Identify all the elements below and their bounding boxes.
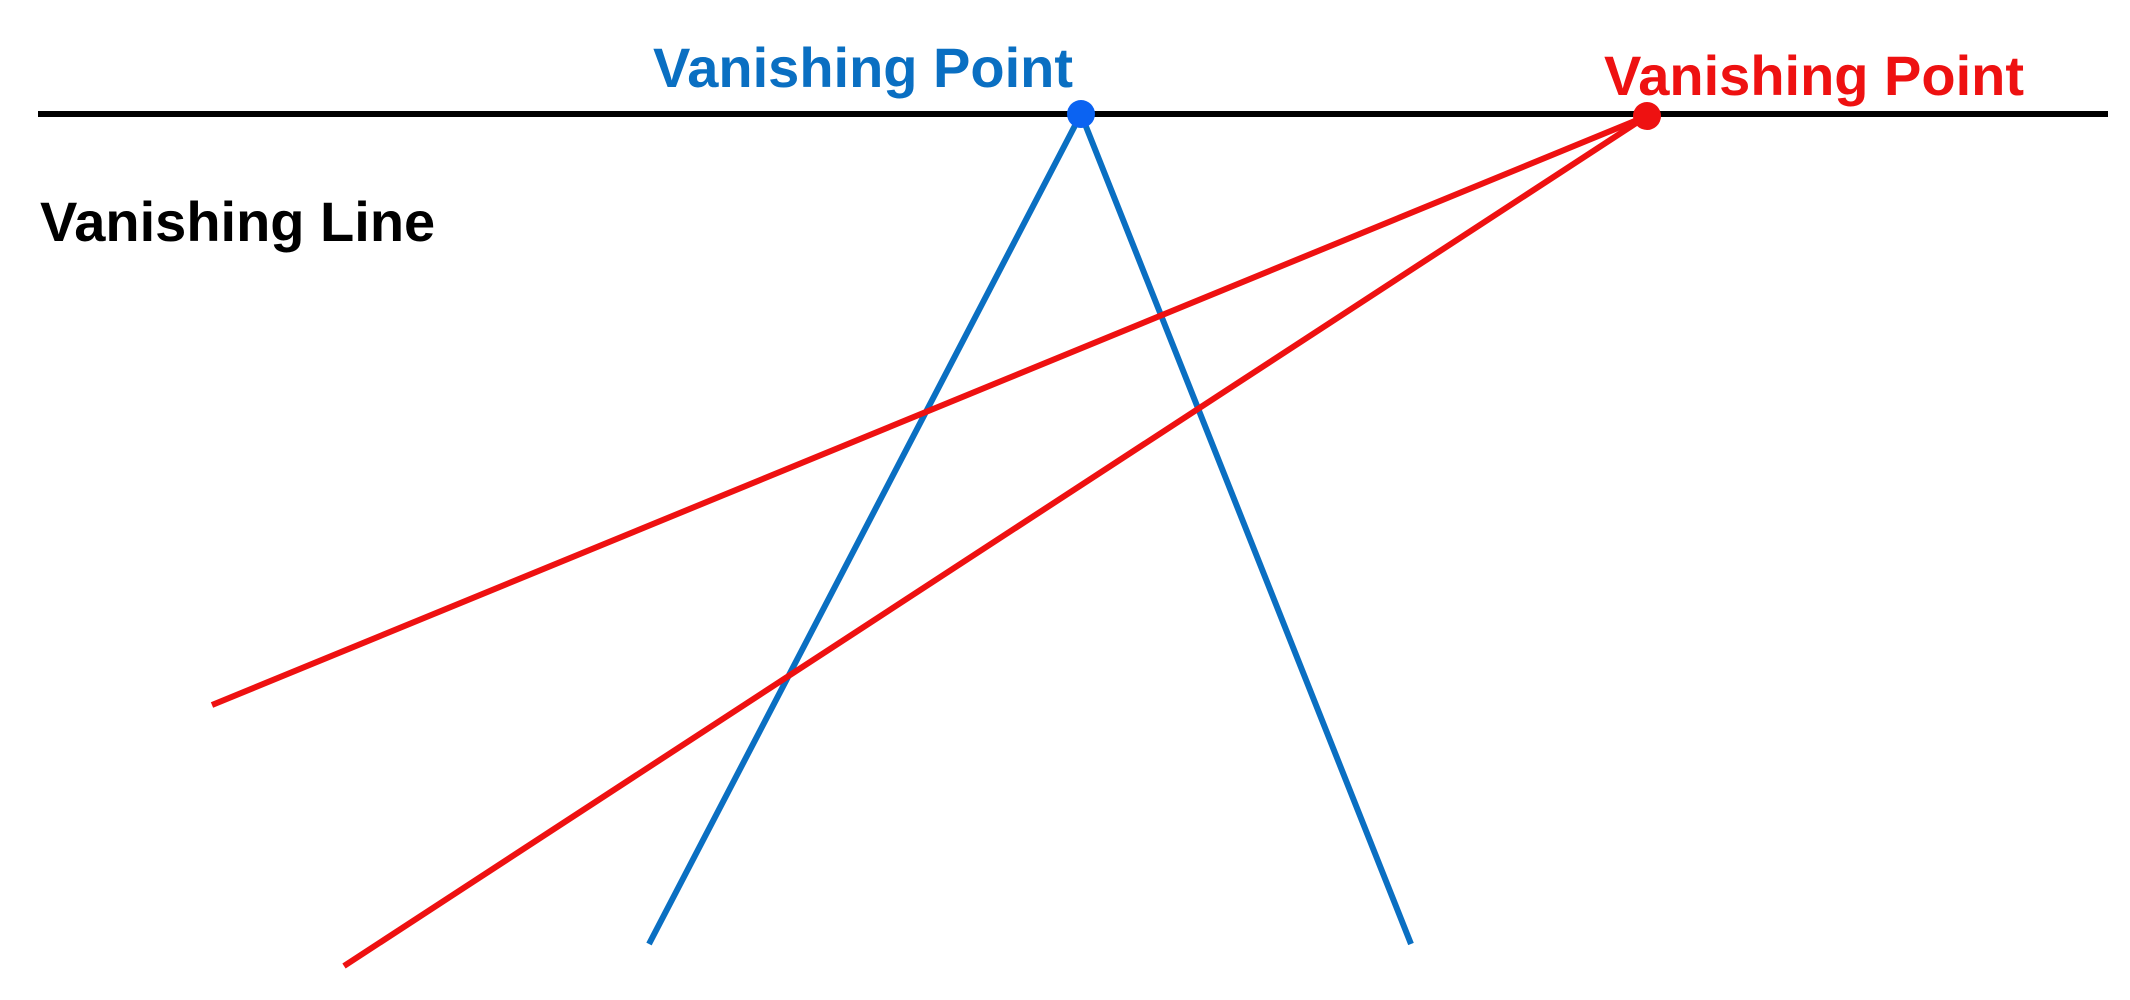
red-line-upper: [210, 113, 1649, 708]
vanishing-point-blue-marker: [1067, 100, 1095, 128]
blue-line-right: [1078, 112, 1414, 946]
vanishing-line-label: Vanishing Line: [40, 190, 436, 253]
vanishing-point-blue-label: Vanishing Point: [653, 36, 1074, 99]
vanishing-point-red-label: Vanishing Point: [1604, 44, 2025, 107]
red-line-lower: [342, 113, 1649, 969]
vanishing-point-red-marker: [1633, 102, 1661, 130]
blue-line-left: [646, 112, 1084, 946]
